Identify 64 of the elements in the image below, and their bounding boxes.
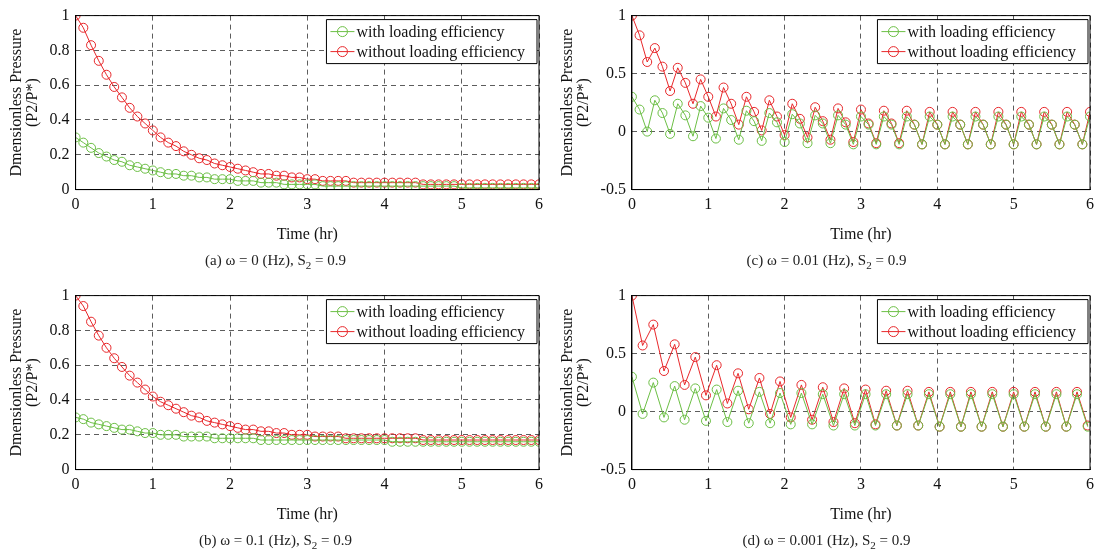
legend-label: with loading efficiency <box>356 22 505 41</box>
x-tick-label: 5 <box>457 195 466 213</box>
y-axis-title: Dmensionless Pressure (P2/P*) <box>6 28 42 177</box>
x-tick-label: 6 <box>535 475 543 493</box>
legend-label: without loading efficiency <box>356 42 525 61</box>
y-tick-label: -0.5 <box>600 179 626 197</box>
y-axis-title: Dmensionless Pressure (P2/P*) <box>6 308 42 457</box>
y-tick-label: 1 <box>61 285 70 303</box>
x-tick-label: 1 <box>704 195 713 213</box>
y-tick-label: 0.5 <box>605 63 626 81</box>
x-tick-label: 6 <box>1086 195 1094 213</box>
y-tick-label: 0.2 <box>49 425 70 442</box>
x-axis-title: Time (hr) <box>830 224 892 243</box>
y-tick-label: 0 <box>617 401 626 419</box>
y-tick-label: 0.8 <box>49 320 70 338</box>
y-tick-label: 1 <box>617 285 626 303</box>
y-tick-label: 0 <box>617 121 626 139</box>
x-tick-label: 1 <box>148 475 157 493</box>
legend-label: without loading efficiency <box>356 322 525 341</box>
x-tick-label: 4 <box>933 195 942 213</box>
y-tick-label: 0.6 <box>49 75 70 93</box>
x-axis-title: Time (hr) <box>276 504 338 523</box>
y-tick-label: 0.8 <box>49 40 70 58</box>
y-tick-label: 1 <box>61 5 70 23</box>
y-tick-label: 0.4 <box>49 390 70 408</box>
y-tick-label: 0.5 <box>605 343 626 361</box>
text: (d) ω = 0.001 (Hz), S$_{2}$ = 0.9 <box>741 532 912 551</box>
legend-label: with loading efficiency <box>907 302 1056 321</box>
x-tick-label: 5 <box>1009 195 1018 213</box>
y-tick-label: 0.6 <box>49 355 70 373</box>
x-axis-title: Time (hr) <box>830 504 892 523</box>
x-tick-label: 3 <box>856 475 865 493</box>
text: (b) ω = 0.1 (Hz), S$_{2}$ = 0.9 <box>197 532 354 551</box>
y-tick-label: 0 <box>61 179 70 197</box>
text: (c) ω = 0.01 (Hz), S$_{2}$ = 0.9 <box>745 252 908 271</box>
x-tick-label: 4 <box>380 195 389 213</box>
y-tick-label: 0.4 <box>49 110 70 128</box>
legend-label: without loading efficiency <box>907 322 1076 341</box>
y-tick-label: 0.2 <box>49 145 70 162</box>
x-tick-label: 6 <box>1086 475 1094 493</box>
x-tick-label: 4 <box>380 475 389 493</box>
y-tick-label: 1 <box>617 5 626 23</box>
x-tick-label: 1 <box>148 195 157 213</box>
x-tick-label: 2 <box>226 475 235 493</box>
legend-label: without loading efficiency <box>907 42 1076 61</box>
legend-label: with loading efficiency <box>356 302 505 321</box>
legend-label: with loading efficiency <box>907 22 1056 41</box>
x-tick-label: 3 <box>303 195 312 213</box>
x-tick-label: 3 <box>856 195 865 213</box>
x-tick-label: 2 <box>226 195 235 213</box>
x-tick-label: 5 <box>457 475 466 493</box>
x-tick-label: 4 <box>933 475 942 493</box>
y-tick-label: -0.5 <box>600 459 626 477</box>
x-tick-label: 2 <box>780 475 789 493</box>
x-tick-label: 2 <box>780 195 789 213</box>
y-axis-title: Dmensionless Pressure (P2/P*) <box>557 28 593 177</box>
x-tick-label: 5 <box>1009 475 1018 493</box>
x-axis-title: Time (hr) <box>276 224 338 243</box>
y-tick-label: 0 <box>61 459 70 477</box>
x-tick-label: 1 <box>704 475 713 493</box>
x-tick-label: 6 <box>535 195 543 213</box>
y-axis-title: Dmensionless Pressure (P2/P*) <box>557 308 593 457</box>
text: (a) ω = 0 (Hz), S$_{2}$ = 0.9 <box>204 252 347 271</box>
x-tick-label: 3 <box>303 475 312 493</box>
